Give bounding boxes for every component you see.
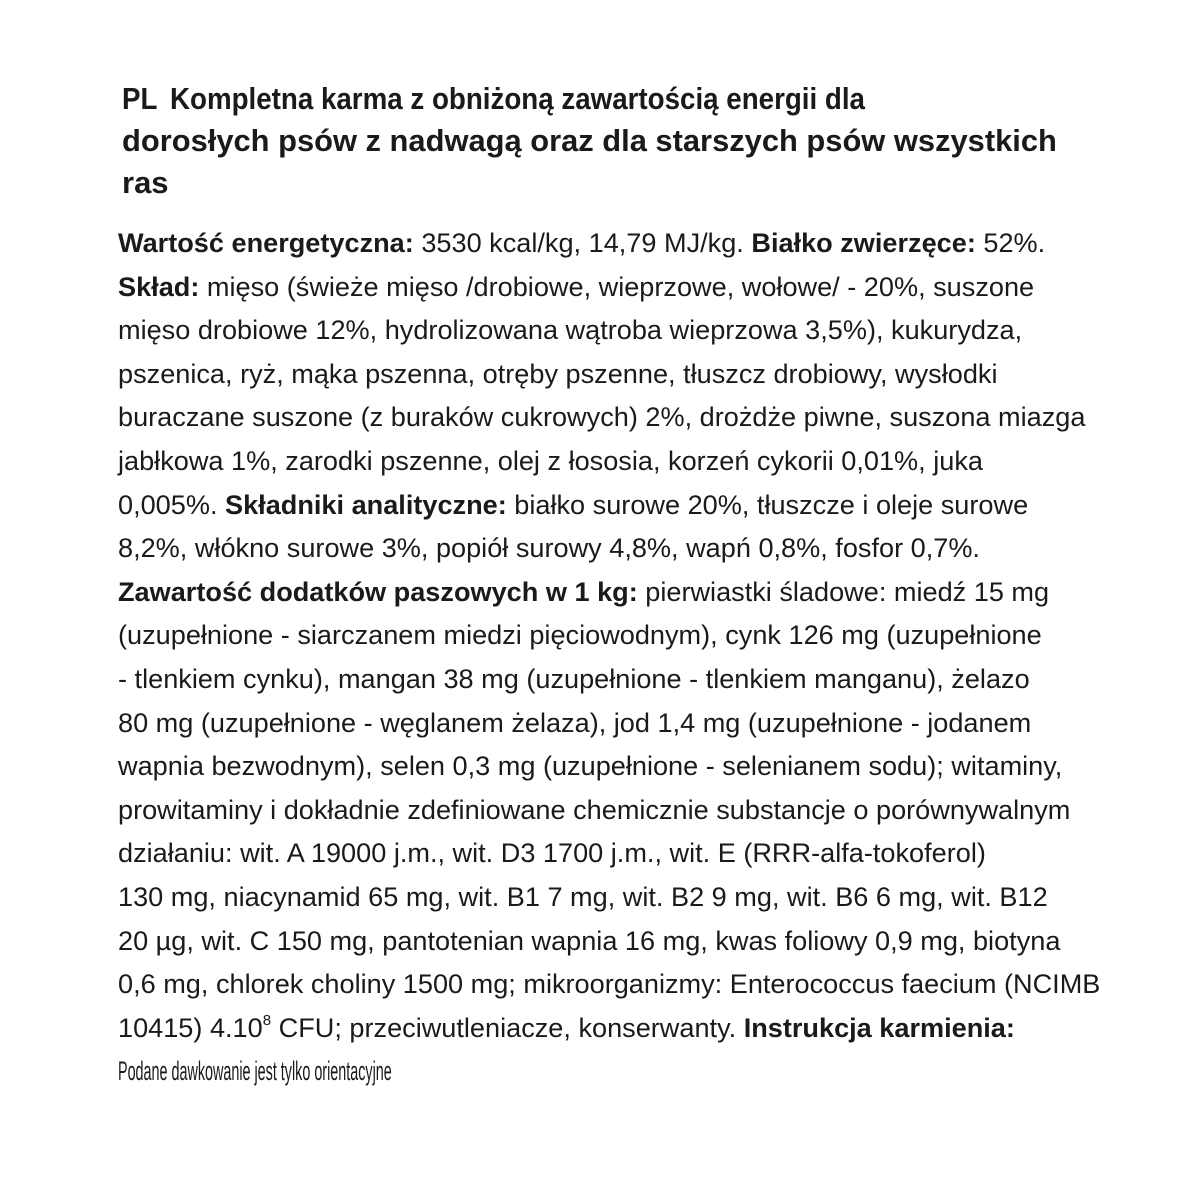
text-segment: CFU; przeciwutleniacze, konserwanty. <box>271 1012 744 1043</box>
language-code: PL <box>122 81 158 116</box>
title-line: dorosłych psów z nadwagą oraz dla starsz… <box>122 123 1057 158</box>
section-label: Instrukcja karmienia: <box>743 1012 1015 1043</box>
text-segment: prowitaminy i dokładnie zdefiniowane che… <box>118 794 1071 825</box>
text-line: 20 µg, wit. C 150 mg, pantotenian wapnia… <box>118 920 1100 964</box>
text-segment: (uzupełnione - siarczanem miedzi pięciow… <box>118 620 1042 651</box>
text-line: 0,6 mg, chlorek choliny 1500 mg; mikroor… <box>118 963 1100 1007</box>
text-segment: buraczane suszone (z buraków cukrowych) … <box>118 402 1086 433</box>
text-segment: Podane dawkowanie jest tylko orientacyjn… <box>118 1056 392 1087</box>
text-segment: mięso (świeże mięso /drobiowe, wieprzowe… <box>199 271 1035 302</box>
text-line: buraczane suszone (z buraków cukrowych) … <box>118 396 1100 440</box>
title-line: PL Kompletna karma z obniżoną zawartością… <box>122 81 865 116</box>
text-segment: 3530 kcal/kg, 14,79 MJ/kg. <box>413 228 752 258</box>
text-line: wapnia bezwodnym), selen 0,3 mg (uzupełn… <box>118 745 1100 789</box>
text-segment: 0,005%. <box>118 489 226 520</box>
text-segment: wapnia bezwodnym), selen 0,3 mg (uzupełn… <box>118 751 1063 782</box>
text-line: 10415) 4.108 CFU; przeciwutleniacze, kon… <box>118 1007 1100 1051</box>
text-segment: białko surowe 20%, tłuszcze i oleje suro… <box>506 489 1029 520</box>
text-segment: 130 mg, niacynamid 65 mg, wit. B1 7 mg, … <box>118 881 1048 912</box>
section-label: Wartość energetyczna: <box>118 228 414 258</box>
section-label: Skład: <box>118 271 200 302</box>
text-line: prowitaminy i dokładnie zdefiniowane che… <box>118 789 1100 833</box>
section-label: Białko zwierzęce: <box>751 228 976 258</box>
text-line: 130 mg, niacynamid 65 mg, wit. B1 7 mg, … <box>118 876 1100 920</box>
text-segment: 8 <box>262 1011 272 1029</box>
text-line: działaniu: wit. A 19000 j.m., wit. D3 17… <box>118 832 1100 876</box>
text-segment: działaniu: wit. A 19000 j.m., wit. D3 17… <box>118 838 986 869</box>
text-segment: 0,6 mg, chlorek choliny 1500 mg; mikroor… <box>118 969 1101 1000</box>
ingredients-text: Wartość energetyczna: 3530 kcal/kg, 14,7… <box>118 222 1100 1094</box>
text-line: Zawartość dodatków paszowych w 1 kg: pie… <box>118 571 1100 615</box>
title-line: ras <box>122 165 169 200</box>
product-title: PL Kompletna karma z obniżoną zawartością… <box>122 78 1061 204</box>
text-line: - tlenkiem cynku), mangan 38 mg (uzupełn… <box>118 658 1100 702</box>
text-segment: mięso drobiowe 12%, hydrolizowana wątrob… <box>118 315 1023 346</box>
text-segment: jabłkowa 1%, zarodki pszenne, olej z łos… <box>118 445 983 476</box>
text-line: 80 mg (uzupełnione - węglanem żelaza), j… <box>118 702 1100 746</box>
text-line: Podane dawkowanie jest tylko orientacyjn… <box>118 1050 638 1094</box>
text-line: Wartość energetyczna: 3530 kcal/kg, 14,7… <box>118 222 1100 266</box>
text-segment: 80 mg (uzupełnione - węglanem żelaza), j… <box>118 707 1032 738</box>
text-line: (uzupełnione - siarczanem miedzi pięciow… <box>118 614 1100 658</box>
text-line: mięso drobiowe 12%, hydrolizowana wątrob… <box>118 309 1100 353</box>
text-segment: - tlenkiem cynku), mangan 38 mg (uzupełn… <box>118 663 1030 694</box>
text-line: 8,2%, włókno surowe 3%, popiół surowy 4,… <box>118 527 1100 571</box>
text-line: Skład: mięso (świeże mięso /drobiowe, wi… <box>118 266 1100 310</box>
text-segment: pierwiastki śladowe: miedź 15 mg <box>637 576 1050 607</box>
text-line: pszenica, ryż, mąka pszenna, otręby psze… <box>118 353 1100 397</box>
section-label: Zawartość dodatków paszowych w 1 kg: <box>118 576 638 607</box>
text-line: 0,005%. Składniki analityczne: białko su… <box>118 484 1100 528</box>
text-segment: 8,2%, włókno surowe 3%, popiół surowy 4,… <box>118 533 980 564</box>
text-segment: 10415) 4.10 <box>118 1012 263 1043</box>
text-segment: pszenica, ryż, mąka pszenna, otręby psze… <box>118 358 998 389</box>
text-segment: 20 µg, wit. C 150 mg, pantotenian wapnia… <box>118 925 1061 956</box>
text-segment: 52%. <box>975 228 1046 258</box>
section-label: Składniki analityczne: <box>225 489 507 520</box>
text-line: jabłkowa 1%, zarodki pszenne, olej z łos… <box>118 440 1100 484</box>
